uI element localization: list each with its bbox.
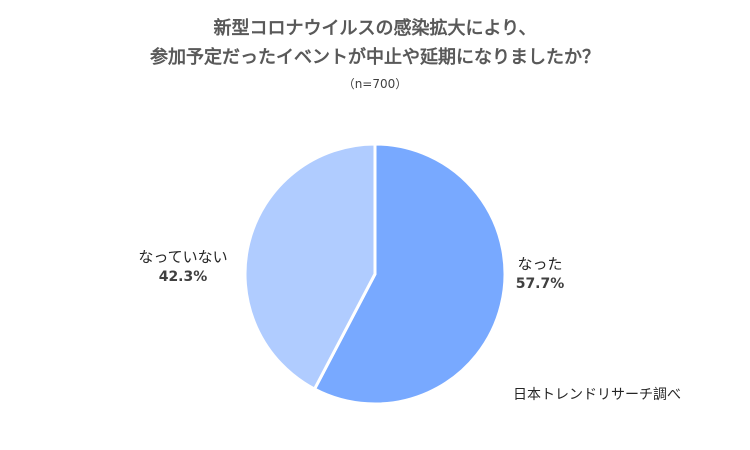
- chart-title-line-2: 参加予定だったイベントが中止や延期になりましたか？: [150, 47, 600, 68]
- chart-title-line-1: 新型コロナウイルスの感染拡大により、: [213, 18, 537, 39]
- pie-slice-0: [313, 142, 507, 406]
- slice-label-natteinai: なっていない 42.3%: [118, 247, 248, 287]
- slice-label-natteinai-text: なっていない: [138, 248, 228, 266]
- slice-label-natta: なった 57.7%: [495, 254, 585, 294]
- slice-label-natta-text: なった: [517, 255, 563, 273]
- pie-slice-1: [243, 142, 377, 391]
- source-note: 日本トレンドリサーチ調べ: [513, 387, 681, 403]
- slice-label-natteinai-value: 42.3%: [158, 269, 208, 285]
- chart-subtitle: （n=700）: [342, 77, 408, 91]
- slice-label-natta-value: 57.7%: [515, 276, 565, 292]
